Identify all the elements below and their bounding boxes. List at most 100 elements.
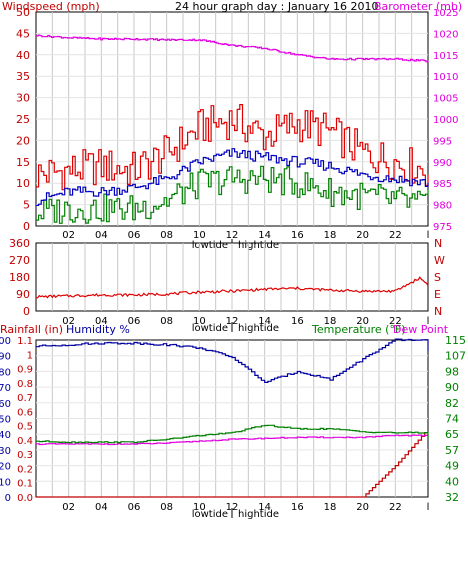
x-tick-label: 02 bbox=[62, 316, 75, 327]
x-tick-label: 18 bbox=[324, 316, 337, 327]
x-tick-label: 06 bbox=[128, 502, 141, 513]
x-tick-label: 04 bbox=[95, 316, 108, 327]
x-tick-label: 08 bbox=[160, 230, 173, 241]
lowtide-label: lowtide bbox=[192, 323, 228, 334]
windspeed-tick-label: 30 bbox=[16, 92, 30, 105]
x-tick-label: 10 bbox=[193, 230, 206, 241]
temperature-tick-label: 65 bbox=[445, 428, 459, 441]
temperature-series-line bbox=[36, 424, 429, 444]
x-tick-label: 10 bbox=[193, 502, 206, 513]
barometer-tick-label: 980 bbox=[433, 201, 452, 212]
compass-label: S bbox=[434, 271, 441, 284]
temperature-tick-label: 82 bbox=[445, 397, 459, 410]
humidity-tick-label: 50 bbox=[0, 415, 11, 426]
hightide-label: hightide bbox=[238, 323, 279, 334]
temperature-tick-label: 32 bbox=[445, 491, 459, 504]
rainfall-tick-label: 0.4 bbox=[17, 436, 33, 447]
rainfall-series-line bbox=[36, 432, 428, 498]
average-wind-series-line bbox=[36, 148, 429, 206]
x-tick-label: 08 bbox=[160, 316, 173, 327]
direction-tick-label: 180 bbox=[9, 271, 30, 284]
windspeed-tick-label: 20 bbox=[16, 134, 30, 147]
rainfall-tick-label: 0.7 bbox=[17, 393, 33, 404]
hightide-label: hightide bbox=[238, 509, 279, 520]
x-tick-label: 04 bbox=[95, 502, 108, 513]
x-tick-label: 12 bbox=[226, 502, 239, 513]
barometer-tick-label: 985 bbox=[433, 179, 452, 190]
temperature-tick-label: 57 bbox=[445, 444, 459, 457]
direction-tick-label: 270 bbox=[9, 254, 30, 267]
barometer-tick-label: 1000 bbox=[433, 115, 458, 126]
x-tick-label: 12 bbox=[226, 316, 239, 327]
humidity-tick-label: 100 bbox=[0, 336, 11, 347]
x-tick-label: 20 bbox=[356, 316, 369, 327]
barometer-tick-label: 995 bbox=[433, 136, 452, 147]
windspeed-tick-label: 10 bbox=[16, 177, 30, 190]
x-tick-label: 22 bbox=[389, 316, 402, 327]
direction-tick-label: 90 bbox=[16, 288, 30, 301]
rainfall-tick-label: 0.9 bbox=[17, 365, 33, 376]
rainfall-tick-label: 0.8 bbox=[17, 379, 33, 390]
barometer-tick-label: 1020 bbox=[433, 29, 458, 40]
x-tick-label: 10 bbox=[193, 316, 206, 327]
x-tick-label: 14 bbox=[258, 316, 271, 327]
windspeed-tick-label: 15 bbox=[16, 156, 30, 169]
x-tick-label: 02 bbox=[62, 230, 75, 241]
rainfall-tick-label: 0.5 bbox=[17, 422, 33, 433]
wind-direction-series-line bbox=[36, 276, 429, 299]
x-tick-label: 14 bbox=[258, 230, 271, 241]
windspeed-tick-label: 40 bbox=[16, 49, 30, 62]
rainfall-tick-label: 1.1 bbox=[17, 336, 33, 347]
windspeed-tick-label: 0 bbox=[23, 220, 30, 233]
humidity-tick-label: 30 bbox=[0, 446, 11, 457]
direction-tick-label: 0 bbox=[23, 305, 30, 318]
humidity-axis-title: Humidity % bbox=[66, 323, 130, 336]
temperature-tick-label: 74 bbox=[445, 413, 459, 426]
rainfall-tick-label: 0.6 bbox=[17, 407, 33, 418]
barometer-tick-label: 1005 bbox=[433, 94, 458, 105]
x-tick-label: 16 bbox=[291, 316, 304, 327]
humidity-tick-label: 40 bbox=[0, 430, 11, 441]
dew-point-series-line bbox=[36, 434, 429, 446]
barometer-tick-label: 1015 bbox=[433, 51, 458, 62]
x-tick-label: 18 bbox=[324, 230, 337, 241]
lowtide-label: lowtide bbox=[192, 509, 228, 520]
compass-label: W bbox=[434, 254, 445, 267]
temperature-tick-label: 98 bbox=[445, 365, 459, 378]
temperature-tick-label: 115 bbox=[445, 334, 466, 347]
temperature-tick-label: 40 bbox=[445, 475, 459, 488]
temperature-tick-label: 90 bbox=[445, 381, 459, 394]
barometer-series-line bbox=[36, 34, 429, 63]
windspeed-tick-label: 25 bbox=[16, 113, 30, 126]
humidity-series-line bbox=[36, 338, 429, 383]
barometer-tick-label: 975 bbox=[433, 222, 452, 233]
x-tick-label: 22 bbox=[389, 230, 402, 241]
hightide-label: hightide bbox=[238, 240, 279, 251]
x-tick-label: 20 bbox=[356, 502, 369, 513]
compass-label: E bbox=[434, 288, 441, 301]
compass-label: N bbox=[434, 237, 442, 250]
rainfall-tick-label: 0.2 bbox=[17, 464, 33, 475]
x-tick-label: 16 bbox=[291, 502, 304, 513]
temperature-tick-label: 49 bbox=[445, 460, 459, 473]
windspeed-tick-label: 50 bbox=[16, 6, 30, 19]
windspeed-axis-title: Windspeed (mph) bbox=[2, 0, 100, 13]
lowtide-label: lowtide bbox=[192, 240, 228, 251]
windspeed-tick-label: 45 bbox=[16, 27, 30, 40]
rainfall-axis-title: Rainfall (in) bbox=[0, 323, 63, 336]
x-tick-label: 06 bbox=[128, 316, 141, 327]
x-tick-label: 06 bbox=[128, 230, 141, 241]
humidity-tick-label: 70 bbox=[0, 383, 11, 394]
compass-label: N bbox=[434, 305, 442, 318]
rainfall-tick-label: 0.0 bbox=[17, 493, 33, 504]
rainfall-tick-label: 0.1 bbox=[17, 479, 33, 490]
x-tick-label: 18 bbox=[324, 502, 337, 513]
x-tick-label: l bbox=[427, 230, 430, 241]
windspeed-tick-label: 5 bbox=[23, 199, 30, 212]
humidity-tick-label: 90 bbox=[0, 352, 11, 363]
temperature-axis-title: Temperature (°F) bbox=[311, 323, 406, 336]
x-tick-label: 04 bbox=[95, 230, 108, 241]
x-tick-label: l bbox=[427, 502, 430, 513]
